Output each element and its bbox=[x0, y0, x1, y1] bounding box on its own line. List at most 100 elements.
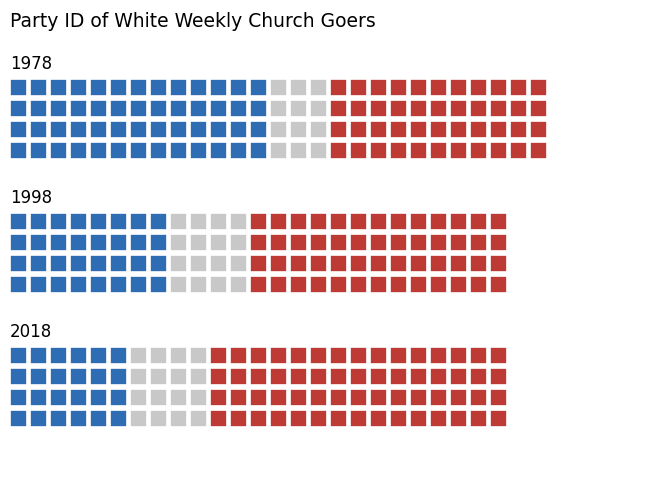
Bar bbox=[310, 79, 327, 96]
Bar bbox=[410, 368, 427, 385]
Bar bbox=[210, 389, 227, 406]
Bar bbox=[490, 100, 507, 117]
Bar bbox=[50, 213, 67, 230]
Bar bbox=[30, 276, 47, 293]
Bar bbox=[130, 234, 147, 251]
Bar bbox=[370, 234, 387, 251]
Bar bbox=[430, 121, 447, 138]
Bar bbox=[310, 142, 327, 159]
Bar bbox=[490, 368, 507, 385]
Bar bbox=[430, 276, 447, 293]
Bar bbox=[110, 79, 127, 96]
Bar bbox=[290, 213, 307, 230]
Bar bbox=[470, 213, 487, 230]
Bar bbox=[150, 121, 167, 138]
Text: 1998: 1998 bbox=[10, 189, 52, 207]
Bar bbox=[470, 142, 487, 159]
Bar bbox=[170, 276, 187, 293]
Bar bbox=[190, 213, 207, 230]
Bar bbox=[390, 79, 407, 96]
Bar bbox=[150, 276, 167, 293]
Bar bbox=[270, 347, 287, 364]
Bar bbox=[210, 100, 227, 117]
Bar bbox=[250, 79, 267, 96]
Bar bbox=[310, 410, 327, 427]
Bar bbox=[450, 276, 467, 293]
Bar bbox=[250, 347, 267, 364]
Bar bbox=[90, 213, 107, 230]
Bar bbox=[190, 347, 207, 364]
Bar bbox=[290, 389, 307, 406]
Bar bbox=[50, 389, 67, 406]
Bar bbox=[470, 389, 487, 406]
Bar bbox=[470, 234, 487, 251]
Bar bbox=[150, 234, 167, 251]
Bar bbox=[250, 368, 267, 385]
Bar bbox=[90, 100, 107, 117]
Bar bbox=[230, 100, 247, 117]
Bar bbox=[430, 347, 447, 364]
Bar bbox=[30, 213, 47, 230]
Bar bbox=[370, 255, 387, 272]
Bar bbox=[150, 368, 167, 385]
Bar bbox=[130, 347, 147, 364]
Bar bbox=[150, 213, 167, 230]
Bar bbox=[130, 368, 147, 385]
Bar bbox=[110, 142, 127, 159]
Bar bbox=[250, 410, 267, 427]
Bar bbox=[310, 213, 327, 230]
Bar bbox=[110, 368, 127, 385]
Bar bbox=[390, 368, 407, 385]
Bar bbox=[490, 142, 507, 159]
Bar bbox=[110, 100, 127, 117]
Bar bbox=[450, 255, 467, 272]
Text: Party ID of White Weekly Church Goers: Party ID of White Weekly Church Goers bbox=[10, 12, 376, 31]
Text: 1978: 1978 bbox=[10, 55, 52, 73]
Bar bbox=[530, 100, 547, 117]
Bar bbox=[390, 347, 407, 364]
Bar bbox=[10, 100, 27, 117]
Bar bbox=[370, 368, 387, 385]
Bar bbox=[210, 255, 227, 272]
Bar bbox=[310, 234, 327, 251]
Bar bbox=[50, 100, 67, 117]
Bar bbox=[530, 142, 547, 159]
Bar bbox=[350, 234, 367, 251]
Bar bbox=[450, 79, 467, 96]
Bar bbox=[330, 410, 347, 427]
Bar bbox=[390, 255, 407, 272]
Bar bbox=[470, 79, 487, 96]
Bar bbox=[370, 389, 387, 406]
Bar bbox=[190, 142, 207, 159]
Bar bbox=[70, 121, 87, 138]
Bar bbox=[50, 347, 67, 364]
Bar bbox=[90, 255, 107, 272]
Bar bbox=[310, 368, 327, 385]
Bar bbox=[410, 255, 427, 272]
Bar bbox=[330, 79, 347, 96]
Bar bbox=[510, 100, 527, 117]
Bar bbox=[410, 100, 427, 117]
Bar bbox=[350, 368, 367, 385]
Bar bbox=[250, 255, 267, 272]
Bar bbox=[90, 389, 107, 406]
Bar bbox=[350, 100, 367, 117]
Bar bbox=[330, 347, 347, 364]
Bar bbox=[10, 255, 27, 272]
Bar bbox=[330, 255, 347, 272]
Bar bbox=[350, 142, 367, 159]
Bar bbox=[10, 347, 27, 364]
Bar bbox=[190, 255, 207, 272]
Bar bbox=[210, 276, 227, 293]
Bar bbox=[230, 142, 247, 159]
Bar bbox=[170, 100, 187, 117]
Bar bbox=[170, 347, 187, 364]
Bar bbox=[310, 347, 327, 364]
Bar bbox=[410, 234, 427, 251]
Bar bbox=[30, 100, 47, 117]
Bar bbox=[230, 368, 247, 385]
Bar bbox=[450, 121, 467, 138]
Bar bbox=[130, 213, 147, 230]
Bar bbox=[150, 389, 167, 406]
Bar bbox=[250, 142, 267, 159]
